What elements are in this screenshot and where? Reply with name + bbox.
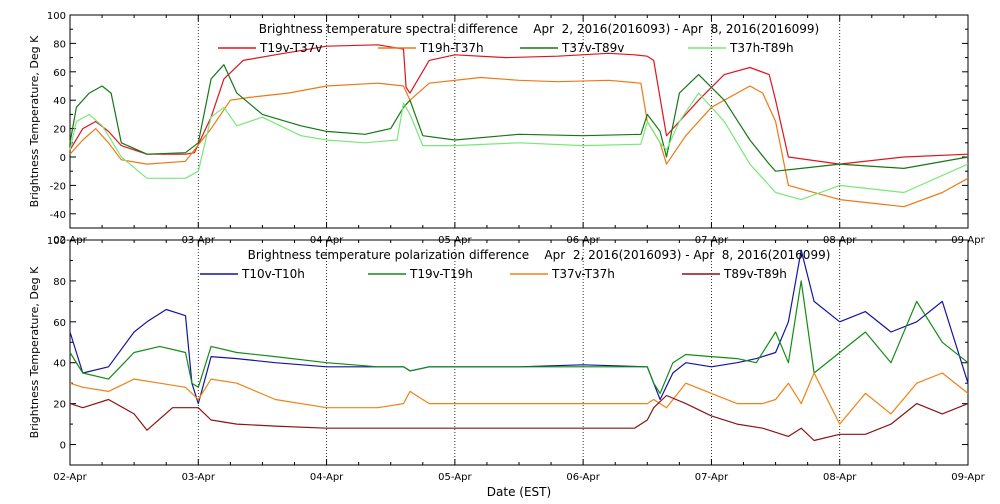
legend-label: T37v-T37h <box>551 267 615 281</box>
legend-label: T10v-T10h <box>241 267 305 281</box>
legend-label: T19v-T19h <box>409 267 473 281</box>
y-tick-label: 100 <box>47 11 66 22</box>
y-tick-label: -20 <box>50 181 66 192</box>
y-tick-label: 0 <box>60 441 66 452</box>
y-tick-label: -40 <box>50 210 66 221</box>
y-tick-label: 80 <box>53 39 66 50</box>
plot-frame <box>69 14 969 229</box>
legend-label: T89v-T89h <box>723 267 787 281</box>
x-tick-label: 07-Apr <box>695 472 729 483</box>
x-tick-label: 09-Apr <box>951 472 985 483</box>
y-tick-label: 80 <box>53 277 66 288</box>
legend-label: T19h-T37h <box>419 41 484 55</box>
series-line-T37h-T89h <box>69 92 969 201</box>
legend-label: T19v-T37v <box>259 41 322 55</box>
x-tick-label: 08-Apr <box>823 472 857 483</box>
y-tick-label: 40 <box>53 359 66 370</box>
x-axis-label: Date (EST) <box>487 485 551 499</box>
x-tick-label: 04-Apr <box>310 472 344 483</box>
series-line-T19h-T37h <box>69 76 969 208</box>
y-tick-label: 40 <box>53 96 66 107</box>
x-tick-label: 05-Apr <box>438 472 472 483</box>
legend-label: T37h-T89h <box>729 41 794 55</box>
polarization-difference-panel: 0 20 40 60 80 100 02-Apr 03-Apr 04-Apr 05-Apr 06-A… <box>28 236 986 483</box>
x-tick-label: 02-Apr <box>53 472 87 483</box>
y-axis-label: Brightness Temperature, Deg K <box>28 266 41 438</box>
x-tick-label: 03-Apr <box>182 472 216 483</box>
chart-title: Brightness temperature polarization diff… <box>248 248 831 262</box>
series-line-T19v-T37v <box>69 44 969 165</box>
chart-title: Brightness temperature spectral differen… <box>259 22 819 36</box>
spectral-difference-panel: -40-2002040608010002-Apr03-Apr04-Apr05-A… <box>28 11 986 246</box>
y-tick-label: 20 <box>53 400 66 411</box>
series-line-T10v-T10h <box>69 249 969 405</box>
y-tick-label: 100 <box>47 236 66 247</box>
y-tick-label: 60 <box>53 68 66 79</box>
legend-label: T37v-T89v <box>561 41 624 55</box>
series-line-T37v-T89v <box>69 64 969 172</box>
x-tick-label: 06-Apr <box>566 472 600 483</box>
y-tick-label: 20 <box>53 125 66 136</box>
y-tick-label: 60 <box>53 318 66 329</box>
series-line-T19v-T19h <box>69 280 969 394</box>
series-line-T89v-T89h <box>69 394 969 442</box>
y-axis-label: Brightness Temperature, Deg K <box>28 35 41 207</box>
y-tick-label: 0 <box>60 153 66 164</box>
series-line-T37v-T37h <box>69 372 969 425</box>
